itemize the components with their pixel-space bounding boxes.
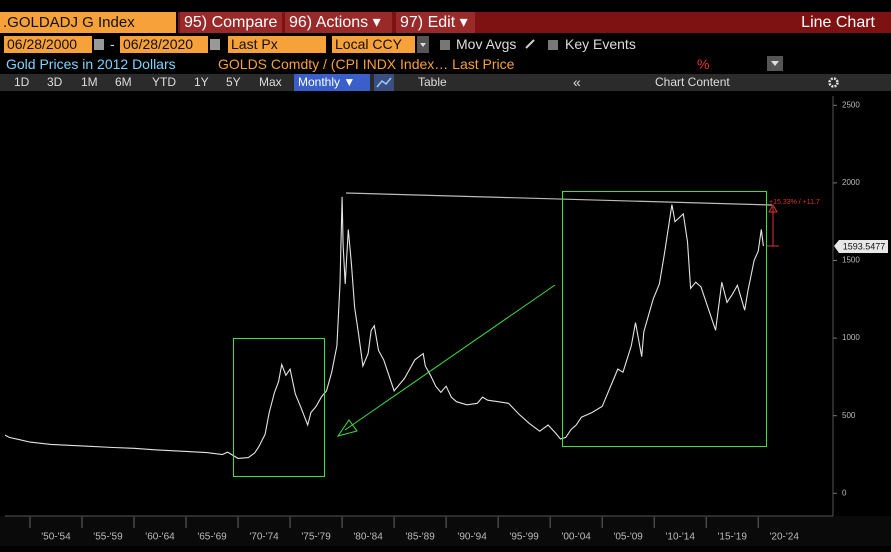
x-tick-label: '15-'19 [718,532,748,543]
x-tick-label: '20-'24 [770,532,800,543]
y-tick-label: 0 [842,488,847,497]
period-button[interactable]: 6M [115,75,132,89]
settings-icon[interactable] [827,76,840,89]
line [5,196,764,459]
pen-icon[interactable] [524,38,536,50]
last-value: 1593.5477 [843,241,886,251]
plot [5,196,764,459]
toolbar [0,74,891,91]
period-button[interactable]: Max [259,75,282,89]
period-button[interactable]: YTD [152,75,176,89]
x-tick-label: '60-'64 [145,532,175,543]
period-button[interactable]: 3D [47,75,63,89]
currency-select[interactable]: Local CCY [332,36,415,53]
date-separator: - [110,36,115,52]
measure-arrow [768,203,778,213]
x-tick-label: '95-'99 [509,532,539,543]
series-description: GOLDS Comdty / (CPI INDX Index… Last Pri… [218,56,515,72]
start-date[interactable]: 06/28/2000 [4,36,92,53]
x-tick-label: '10-'14 [665,532,695,543]
y-tick-label: 1500 [842,256,860,265]
security-field[interactable]: .GOLDADJ G Index [0,12,176,33]
highlight-box [233,338,325,477]
y-tick-label: 500 [842,411,856,420]
calendar-icon[interactable] [210,39,220,50]
trend-line [345,192,773,206]
x-tick-label: '05-'09 [613,532,643,543]
checkbox[interactable] [548,40,558,50]
y-tick-label: 2500 [842,100,860,109]
menu-button[interactable]: 95) Compare [180,12,282,33]
period-button[interactable]: 1Y [194,75,209,89]
calendar-icon[interactable] [94,39,104,50]
legend-entry: Gold Prices in 2012 Dollars [6,56,176,72]
x-tick-label: '75-'79 [301,532,331,543]
end-date[interactable]: 06/28/2020 [120,36,208,53]
chart-content-button[interactable]: Chart Content [655,75,730,89]
arrow [344,284,556,431]
units-marker: % [697,56,710,72]
y-tick-label: 2000 [842,178,860,187]
x-tick-label: '55-'59 [93,532,123,543]
x-axis-band [0,516,891,546]
annotation: +15.33% / +11.7 [769,199,820,206]
highlight-box [562,191,767,447]
y-tick-label: 1000 [842,333,860,342]
x-tick-label: '50-'54 [41,532,71,543]
chart-type-icon[interactable] [374,74,394,91]
x-tick-label: '70-'74 [249,532,279,543]
arrow-head [336,419,358,437]
period-button[interactable]: 5Y [226,75,241,89]
dropdown-icon[interactable] [417,36,429,53]
period-button[interactable]: 1D [14,75,30,89]
x-tick-label: '80-'84 [353,532,383,543]
table-button[interactable]: Table [418,75,447,89]
chart-background [0,92,891,552]
option-label[interactable]: Key Events [565,36,636,52]
x-tick-label: '65-'69 [197,532,227,543]
x-tick-label: '90-'94 [457,532,487,543]
x-tick-label: '85-'89 [405,532,435,543]
filter-icon[interactable] [767,56,783,71]
last-value-flag [834,240,888,253]
menu-button[interactable]: 96) Actions ▾ [285,12,392,33]
menu-button[interactable]: 97) Edit ▾ [396,12,475,33]
frequency-select[interactable]: Monthly ▼ [294,74,370,91]
option-label[interactable]: Mov Avgs [456,36,517,52]
period-button[interactable]: 1M [81,75,98,89]
field-select[interactable]: Last Px [228,36,326,53]
checkbox[interactable] [440,40,450,50]
collapse-button[interactable]: « [573,74,581,90]
x-tick-label: '00-'04 [561,532,591,543]
view-title: Line Chart [801,14,875,31]
